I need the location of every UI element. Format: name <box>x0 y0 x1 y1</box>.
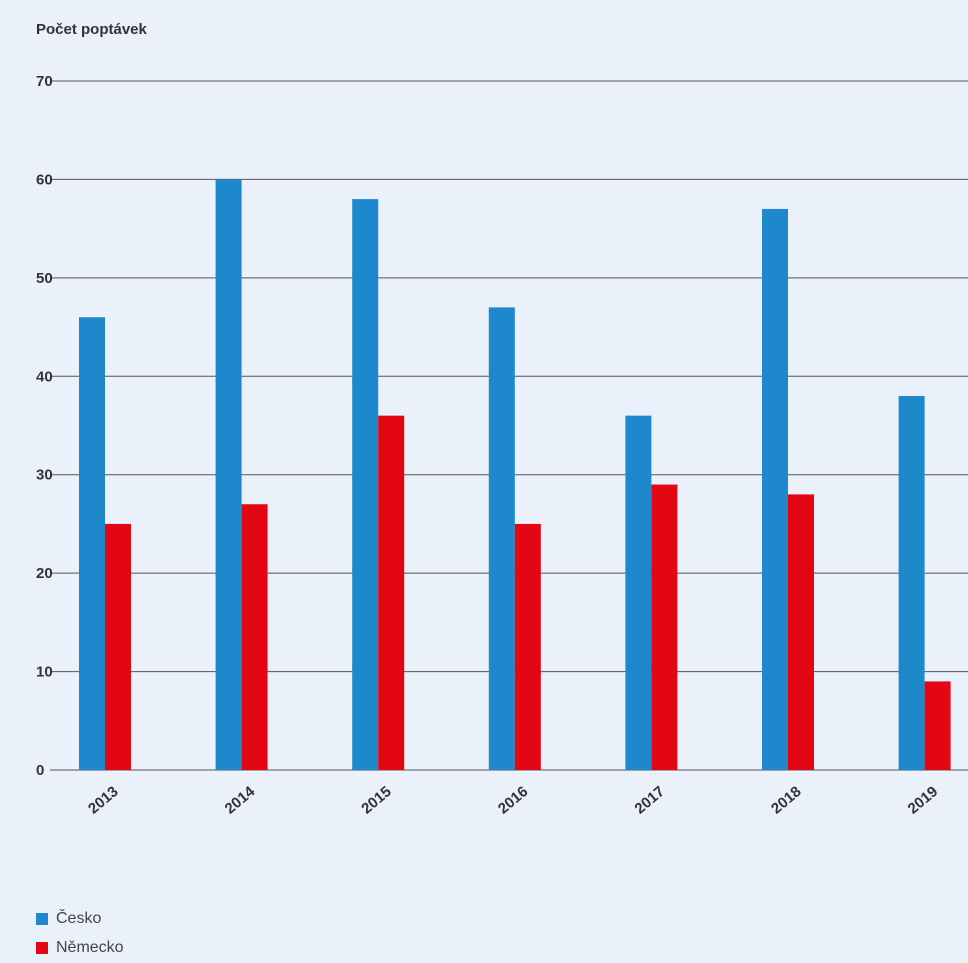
y-tick-label-30: 30 <box>36 467 53 484</box>
legend-item-nemecko: Německo <box>36 933 124 962</box>
x-tick-label-2018: 2018 <box>768 783 804 817</box>
x-tick-label-2019: 2019 <box>905 783 941 817</box>
bar-nemecko-2019 <box>924 681 951 770</box>
x-tick-label-2017: 2017 <box>631 783 667 817</box>
y-tick-label-40: 40 <box>36 368 53 385</box>
bar-cesko-2018 <box>762 208 788 770</box>
x-tick-label-2015: 2015 <box>358 783 394 817</box>
y-axis-title: Počet poptávek <box>36 21 148 38</box>
y-tick-label-0: 0 <box>36 762 44 779</box>
bar-nemecko-2014 <box>241 504 268 770</box>
bar-nemecko-2015 <box>378 415 405 770</box>
bar-nemecko-2013 <box>105 523 131 770</box>
bar-cesko-2013 <box>79 317 105 770</box>
legend-item-cesko: Česko <box>36 904 124 933</box>
x-tick-label-2014: 2014 <box>222 783 259 818</box>
bar-cesko-2017 <box>625 415 652 770</box>
y-tick-label-10: 10 <box>36 664 53 681</box>
y-tick-label-70: 70 <box>36 73 53 90</box>
x-tick-label-2013: 2013 <box>85 783 121 817</box>
x-tick-label-2016: 2016 <box>495 783 531 817</box>
x-tick-labels: 2013 2014 2015 2016 2017 2018 2019 <box>85 783 941 818</box>
legend-label-nemecko: Německo <box>56 938 124 956</box>
bar-cesko-2014 <box>215 179 242 770</box>
bar-cesko-2016 <box>488 307 515 770</box>
legend-label-cesko: Česko <box>56 909 102 927</box>
legend: Česko Německo <box>36 904 124 962</box>
y-tick-label-20: 20 <box>36 565 53 582</box>
bar-cesko-2015 <box>352 199 379 771</box>
bar-cesko-2019 <box>898 395 925 770</box>
bars <box>79 179 951 771</box>
y-tick-label-60: 60 <box>36 171 53 188</box>
bar-nemecko-2016 <box>514 523 541 770</box>
legend-swatch-cesko <box>36 912 48 925</box>
y-tick-label-50: 50 <box>36 270 53 287</box>
bar-nemecko-2018 <box>788 494 814 770</box>
bar-nemecko-2017 <box>651 484 678 770</box>
legend-swatch-nemecko <box>36 941 48 954</box>
